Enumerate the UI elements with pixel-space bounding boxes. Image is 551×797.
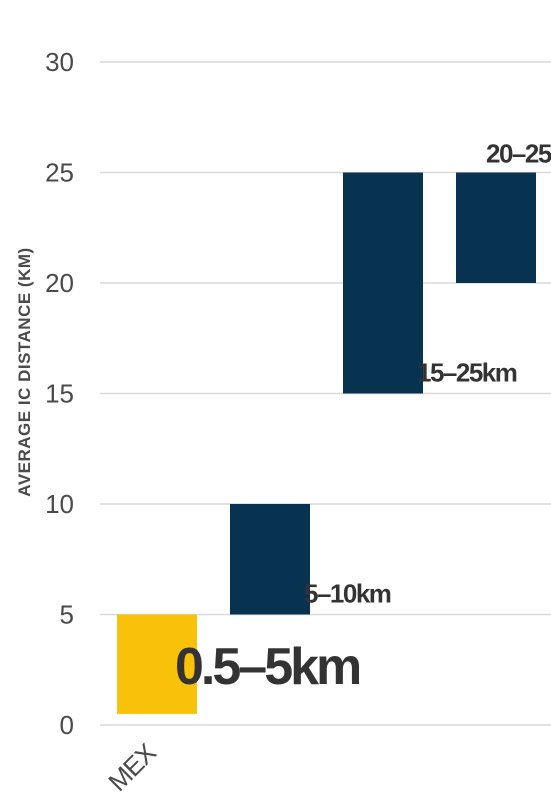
bar <box>117 614 197 714</box>
bars <box>117 172 536 714</box>
y-tick-label: 5 <box>60 600 74 630</box>
bar-range-label: 0.5–5km <box>175 638 360 696</box>
y-axis-ticks: 0 5 10 15 20 25 30 <box>45 47 74 740</box>
x-tick-label: MEX <box>102 738 161 797</box>
y-tick-label: 25 <box>45 158 74 188</box>
data-labels: 0.5–5km 5–10km 15–25km 20–25km <box>175 139 551 697</box>
y-tick-label: 0 <box>60 710 74 740</box>
bar <box>343 172 423 394</box>
y-tick-label: 20 <box>45 268 74 298</box>
y-tick-label: 10 <box>45 489 74 519</box>
bar-range-label: 5–10km <box>304 579 391 609</box>
bar-range-label: 15–25km <box>417 358 517 388</box>
bar-range-label: 20–25km <box>486 139 551 169</box>
y-axis-title: AVERAGE IC DISTANCE (KM) <box>15 247 34 496</box>
y-tick-label: 15 <box>45 379 74 409</box>
y-tick-label: 30 <box>45 47 74 77</box>
bar <box>230 504 310 615</box>
bar <box>456 172 536 283</box>
x-axis-ticks: MEX <box>102 738 161 797</box>
